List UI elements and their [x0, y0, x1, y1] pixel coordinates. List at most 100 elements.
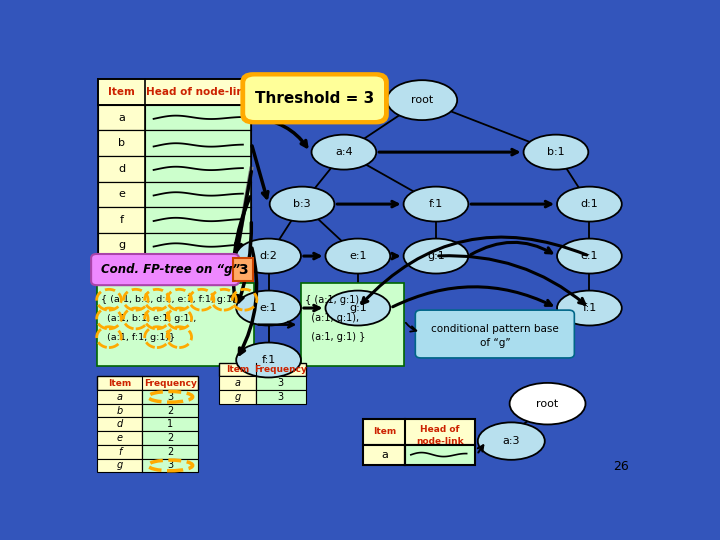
Text: f:1: f:1 [429, 199, 443, 209]
Text: Item: Item [108, 87, 135, 97]
Text: Head of node-link: Head of node-link [146, 87, 251, 97]
FancyBboxPatch shape [98, 131, 145, 156]
FancyBboxPatch shape [98, 233, 145, 258]
Text: f:1: f:1 [261, 355, 276, 365]
FancyBboxPatch shape [96, 445, 143, 458]
FancyBboxPatch shape [96, 376, 198, 390]
Text: g: g [117, 461, 122, 470]
Ellipse shape [557, 239, 622, 274]
FancyBboxPatch shape [220, 362, 306, 376]
Text: b: b [118, 138, 125, 148]
Text: f:1: f:1 [582, 303, 597, 313]
FancyBboxPatch shape [98, 79, 251, 105]
Text: a:3: a:3 [503, 436, 520, 446]
Text: 26: 26 [613, 460, 629, 473]
FancyBboxPatch shape [143, 417, 198, 431]
Ellipse shape [236, 291, 301, 326]
Text: { (a:1, g:1),: { (a:1, g:1), [305, 295, 363, 305]
Text: node-link: node-link [416, 436, 464, 446]
Text: e:1: e:1 [260, 303, 277, 313]
Text: 3: 3 [238, 262, 248, 276]
Ellipse shape [325, 239, 390, 274]
Text: f: f [120, 215, 124, 225]
Text: 3: 3 [278, 392, 284, 402]
FancyBboxPatch shape [145, 105, 251, 131]
FancyBboxPatch shape [96, 417, 143, 431]
FancyBboxPatch shape [98, 207, 145, 233]
Ellipse shape [404, 187, 468, 221]
Text: 3: 3 [167, 392, 174, 402]
FancyBboxPatch shape [143, 445, 198, 458]
Text: b: b [117, 406, 122, 416]
Text: (a:1, g:1) }: (a:1, g:1) } [305, 332, 366, 342]
FancyBboxPatch shape [145, 233, 251, 258]
Text: g:1: g:1 [349, 303, 366, 313]
FancyBboxPatch shape [405, 445, 475, 465]
Text: Frequency: Frequency [254, 365, 307, 374]
Ellipse shape [270, 187, 334, 221]
Text: Threshold = 3: Threshold = 3 [255, 91, 374, 106]
Text: of “g”: of “g” [480, 338, 510, 348]
Text: a:4: a:4 [335, 147, 353, 157]
Text: a: a [381, 450, 388, 460]
Text: g: g [235, 392, 240, 402]
Text: a: a [118, 113, 125, 123]
Ellipse shape [312, 134, 377, 170]
FancyBboxPatch shape [96, 283, 254, 366]
Ellipse shape [325, 291, 390, 326]
Text: 3: 3 [167, 461, 174, 470]
FancyBboxPatch shape [143, 458, 198, 472]
FancyBboxPatch shape [98, 156, 145, 181]
FancyBboxPatch shape [143, 404, 198, 417]
FancyBboxPatch shape [143, 431, 198, 445]
FancyBboxPatch shape [96, 431, 143, 445]
Ellipse shape [557, 187, 622, 221]
Text: 2: 2 [167, 447, 174, 457]
FancyBboxPatch shape [145, 131, 251, 156]
Text: 2: 2 [167, 406, 174, 416]
FancyBboxPatch shape [364, 445, 405, 465]
FancyBboxPatch shape [98, 181, 145, 207]
Text: d: d [117, 419, 122, 429]
Text: Frequency: Frequency [144, 379, 197, 388]
Ellipse shape [236, 342, 301, 377]
FancyBboxPatch shape [243, 75, 386, 122]
FancyBboxPatch shape [256, 376, 306, 390]
Text: b:1: b:1 [547, 147, 564, 157]
Text: { (a:1, b:1, d:1, e:1, f:1, g:1),: { (a:1, b:1, d:1, e:1, f:1, g:1), [101, 295, 238, 304]
Ellipse shape [478, 422, 545, 460]
Text: root: root [411, 95, 433, 105]
FancyBboxPatch shape [96, 404, 143, 417]
FancyBboxPatch shape [415, 310, 575, 358]
FancyBboxPatch shape [233, 258, 253, 281]
Ellipse shape [404, 239, 468, 274]
Text: Head of: Head of [420, 426, 460, 434]
FancyBboxPatch shape [301, 283, 404, 366]
Text: e: e [118, 190, 125, 199]
Text: Cond. FP-tree on “g”: Cond. FP-tree on “g” [101, 263, 240, 276]
Text: b:3: b:3 [293, 199, 311, 209]
Text: e: e [117, 433, 122, 443]
Text: e:1: e:1 [580, 251, 598, 261]
Text: 3: 3 [278, 378, 284, 388]
Text: d:1: d:1 [580, 199, 598, 209]
FancyBboxPatch shape [364, 419, 475, 445]
FancyBboxPatch shape [145, 156, 251, 181]
Ellipse shape [387, 80, 457, 120]
Text: g:1: g:1 [427, 251, 445, 261]
Text: 1: 1 [167, 419, 174, 429]
FancyBboxPatch shape [98, 105, 145, 131]
Text: d:2: d:2 [260, 251, 277, 261]
Text: (a:1, g:1),: (a:1, g:1), [305, 313, 359, 323]
FancyBboxPatch shape [91, 254, 239, 285]
Text: g: g [118, 240, 125, 251]
FancyBboxPatch shape [256, 390, 306, 404]
Text: conditional pattern base: conditional pattern base [431, 325, 559, 334]
Text: (a:1, f:1, g:1)}: (a:1, f:1, g:1)} [101, 333, 175, 342]
Text: Item: Item [108, 379, 131, 388]
Text: root: root [536, 399, 559, 409]
Ellipse shape [557, 291, 622, 326]
Ellipse shape [236, 239, 301, 274]
FancyBboxPatch shape [220, 376, 256, 390]
Text: a: a [235, 378, 240, 388]
